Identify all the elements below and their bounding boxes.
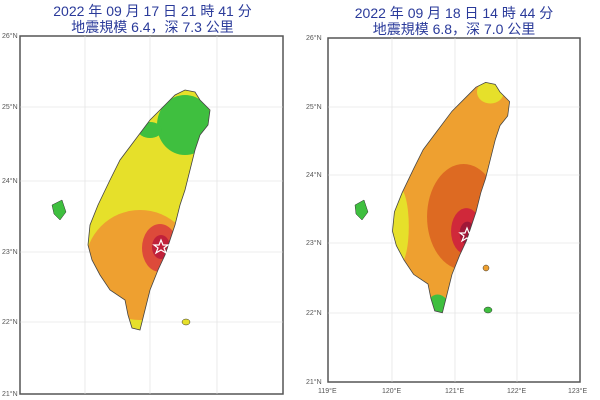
lat-label: 22°N	[2, 318, 18, 326]
lat-label: 21°N	[2, 390, 18, 398]
map1-magnitude: 地震規模 6.4，深 7.3 公里	[71, 19, 234, 35]
penghu-islands	[354, 199, 369, 221]
map1-title: 2022 年 09 月 17 日 21 時 41 分 地震規模 6.4，深 7.…	[20, 3, 285, 35]
map2-title: 2022 年 09 月 18 日 14 時 44 分 地震規模 6.8，深 7.…	[326, 5, 582, 37]
lat-label: 22°N	[306, 309, 322, 317]
lat-label: 26°N	[306, 34, 322, 42]
epicenter-star-icon	[458, 226, 476, 243]
lon-label: 123°E	[568, 387, 587, 395]
lon-label: 119°E	[318, 387, 337, 395]
lon-label: 120°E	[382, 387, 401, 395]
lat-label: 25°N	[306, 103, 322, 111]
lat-label: 21°N	[306, 378, 322, 386]
lat-label: 26°N	[2, 32, 18, 40]
epicenter-star-icon	[152, 238, 170, 255]
lat-label: 23°N	[2, 248, 18, 256]
green-island	[181, 318, 191, 326]
lat-label: 25°N	[2, 103, 18, 111]
lat-label: 23°N	[306, 239, 322, 247]
lon-label: 121°E	[445, 387, 464, 395]
penghu-islands	[51, 199, 67, 221]
map2-datetime: 2022 年 09 月 18 日 14 時 44 分	[354, 5, 554, 21]
map1-datetime: 2022 年 09 月 17 日 21 時 41 分	[53, 3, 252, 19]
green-island	[482, 264, 490, 272]
orchid-island	[483, 306, 493, 314]
map2-magnitude: 地震規模 6.8，深 7.0 公里	[372, 21, 536, 37]
map1: 26°N 25°N 24°N 23°N 22°N 21°N	[2, 32, 284, 398]
lon-label: 122°E	[507, 387, 526, 395]
map2: 26°N 25°N 24°N 23°N 22°N 21°N 119°E 120°…	[306, 34, 587, 395]
lat-label: 24°N	[306, 171, 322, 179]
lat-label: 24°N	[2, 177, 18, 185]
